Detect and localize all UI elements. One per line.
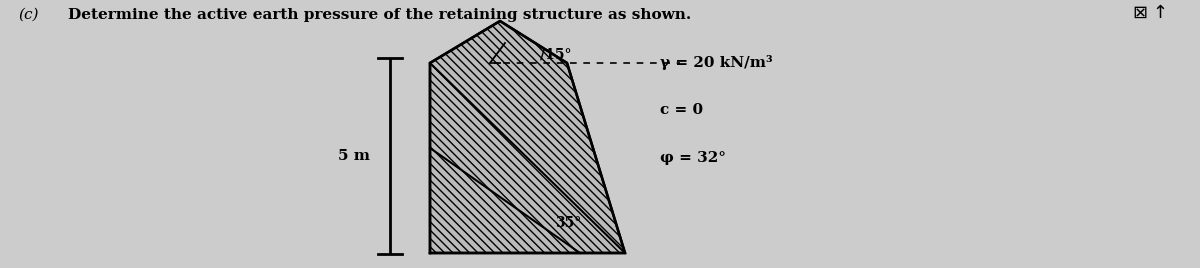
Text: Determine the active earth pressure of the retaining structure as shown.: Determine the active earth pressure of t…	[68, 8, 691, 22]
Text: ⊠: ⊠	[1133, 4, 1147, 22]
Text: c = 0: c = 0	[660, 103, 703, 117]
Text: ↑: ↑	[1152, 4, 1168, 22]
Text: γ = 20 kN/m³: γ = 20 kN/m³	[660, 55, 773, 70]
Text: 5 m: 5 m	[338, 149, 370, 163]
Text: 35°: 35°	[554, 216, 581, 230]
Text: φ = 32°: φ = 32°	[660, 151, 726, 165]
Polygon shape	[430, 21, 625, 253]
Text: (c): (c)	[18, 8, 38, 22]
Text: ∕15°: ∕15°	[540, 48, 571, 62]
